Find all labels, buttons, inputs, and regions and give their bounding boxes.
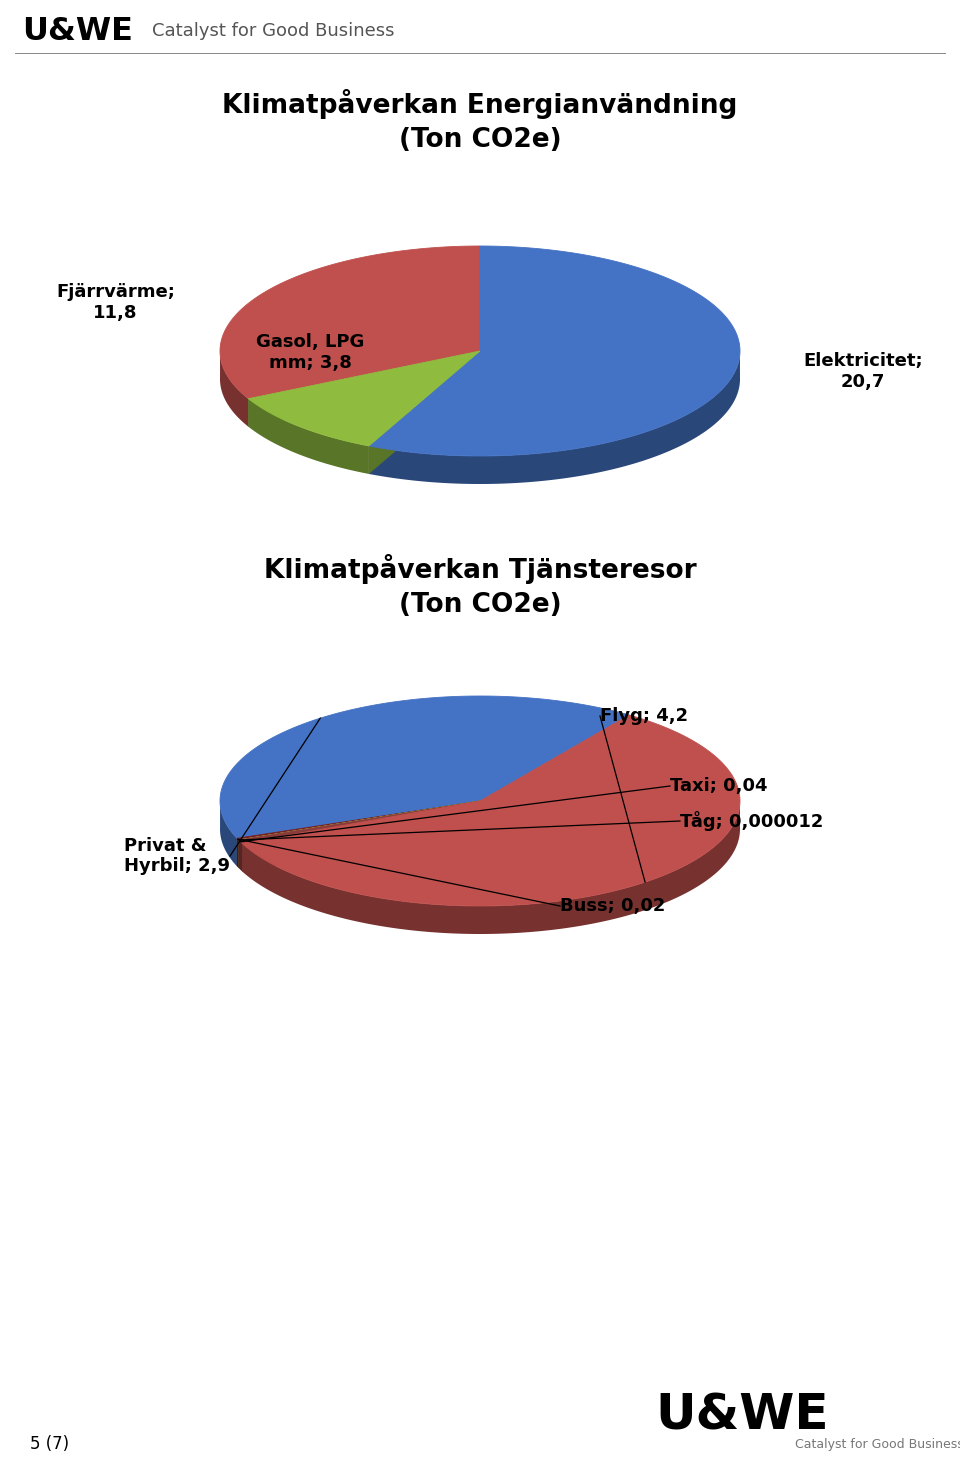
Polygon shape <box>237 801 480 866</box>
Text: Klimatpåverkan Tjänsteresor
(Ton CO2e): Klimatpåverkan Tjänsteresor (Ton CO2e) <box>264 554 696 618</box>
Polygon shape <box>237 838 239 868</box>
Text: Tåg; 0,000012: Tåg; 0,000012 <box>680 812 824 831</box>
Text: U&WE: U&WE <box>655 1392 828 1440</box>
Text: Flyg; 4,2: Flyg; 4,2 <box>600 706 688 726</box>
Polygon shape <box>239 840 242 871</box>
Polygon shape <box>249 398 369 474</box>
Polygon shape <box>237 801 480 866</box>
Polygon shape <box>369 350 740 484</box>
Polygon shape <box>239 801 480 868</box>
Text: Taxi; 0,04: Taxi; 0,04 <box>670 778 767 795</box>
Polygon shape <box>242 801 480 871</box>
Polygon shape <box>242 715 740 906</box>
Text: Fjärrvärme;
11,8: Fjärrvärme; 11,8 <box>56 283 175 323</box>
Polygon shape <box>369 351 480 474</box>
Text: Catalyst for Good Business: Catalyst for Good Business <box>795 1438 960 1451</box>
Polygon shape <box>242 800 740 935</box>
Polygon shape <box>220 246 480 398</box>
Polygon shape <box>220 350 249 427</box>
Text: U&WE: U&WE <box>22 15 132 46</box>
Polygon shape <box>239 801 480 868</box>
Polygon shape <box>239 801 480 868</box>
Polygon shape <box>242 801 480 871</box>
Polygon shape <box>239 801 480 868</box>
Polygon shape <box>249 351 480 446</box>
Polygon shape <box>220 798 237 866</box>
Polygon shape <box>237 801 480 840</box>
Text: Buss; 0,02: Buss; 0,02 <box>560 897 665 915</box>
Polygon shape <box>369 351 480 474</box>
Text: Gasol, LPG
mm; 3,8: Gasol, LPG mm; 3,8 <box>256 333 365 372</box>
Polygon shape <box>249 351 480 427</box>
Text: Klimatpåverkan Energianvändning
(Ton CO2e): Klimatpåverkan Energianvändning (Ton CO2… <box>223 89 737 153</box>
Polygon shape <box>249 351 480 427</box>
Text: 5 (7): 5 (7) <box>30 1435 69 1453</box>
Polygon shape <box>369 246 740 456</box>
Polygon shape <box>239 801 480 843</box>
Polygon shape <box>239 801 480 840</box>
Polygon shape <box>220 696 629 838</box>
Text: Catalyst for Good Business: Catalyst for Good Business <box>152 22 395 40</box>
Text: Privat &
Hyrbil; 2,9: Privat & Hyrbil; 2,9 <box>124 837 230 875</box>
Text: Elektricitet;
20,7: Elektricitet; 20,7 <box>804 352 923 391</box>
